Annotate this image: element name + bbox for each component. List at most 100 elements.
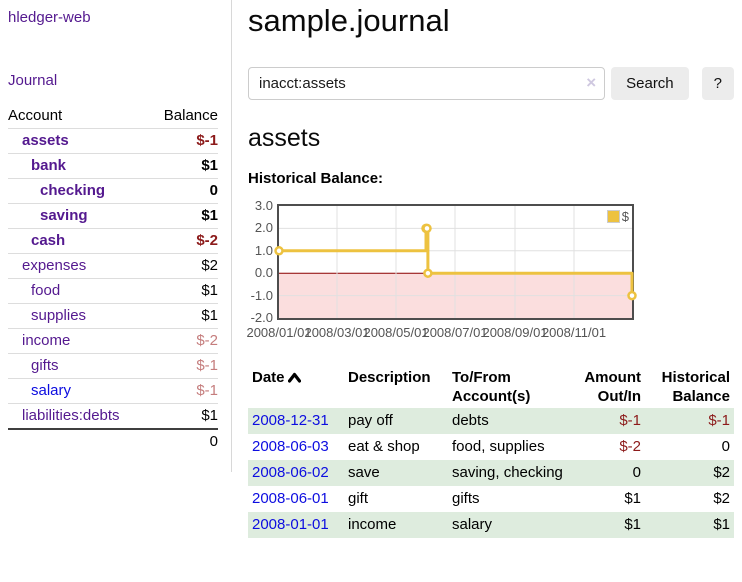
sort-ascending-icon bbox=[287, 372, 301, 383]
transaction-description: eat & shop bbox=[348, 438, 420, 455]
account-balance: $1 bbox=[158, 203, 218, 229]
transaction-row: 2008-06-03 eat & shop food, supplies $-2 0 bbox=[248, 434, 734, 460]
transaction-balance: $2 bbox=[713, 464, 730, 481]
x-axis-label: 2008/03/01 bbox=[304, 325, 370, 340]
account-heading: assets bbox=[248, 124, 321, 152]
account-link[interactable]: gifts bbox=[31, 357, 59, 374]
transaction-amount: $1 bbox=[624, 516, 641, 533]
legend-label: $ bbox=[621, 209, 629, 224]
help-button[interactable]: ? bbox=[701, 67, 734, 100]
column-amount[interactable]: Amount Out/In bbox=[584, 369, 641, 405]
account-row: liabilities:debts $1 bbox=[8, 403, 218, 429]
account-balance: $-2 bbox=[158, 328, 218, 354]
y-axis-label: -2.0 bbox=[250, 310, 273, 325]
chart-series-svg bbox=[274, 206, 637, 318]
transaction-accounts: salary bbox=[452, 516, 493, 533]
transaction-amount: 0 bbox=[632, 464, 641, 481]
account-link[interactable]: income bbox=[22, 332, 71, 349]
y-axis-label: 0.0 bbox=[254, 265, 273, 281]
accounts-table: Account Balance assets $-1 bank $1 checking 0… bbox=[8, 104, 218, 454]
account-row: saving $1 bbox=[8, 203, 218, 229]
account-row: checking 0 bbox=[8, 178, 218, 204]
account-row: income $-2 bbox=[8, 328, 218, 354]
account-link[interactable]: bank bbox=[31, 157, 67, 174]
transaction-date-link[interactable]: 2008-01-01 bbox=[252, 516, 329, 533]
transaction-accounts: saving, checking bbox=[452, 464, 563, 481]
transaction-row: 2008-06-01 gift gifts $1 $2 bbox=[248, 486, 734, 512]
transaction-description: gift bbox=[348, 490, 369, 507]
y-axis-label: 3.0 bbox=[254, 198, 273, 213]
column-date[interactable]: Date bbox=[248, 366, 344, 408]
transaction-description: pay off bbox=[348, 412, 393, 429]
transaction-date-link[interactable]: 2008-06-01 bbox=[252, 490, 329, 507]
column-balance[interactable]: Historical Balance bbox=[661, 369, 730, 405]
account-row: assets $-1 bbox=[8, 128, 218, 154]
account-row: supplies $1 bbox=[8, 303, 218, 329]
y-axis-label: 1.0 bbox=[254, 242, 273, 258]
transaction-balance: $1 bbox=[713, 516, 730, 533]
account-row: food $1 bbox=[8, 278, 218, 304]
historical-balance-chart: $ 3.0 2.0 1.0 0.0 -1.0 -2.0 2008/01/01 2008/03/… bbox=[246, 198, 734, 344]
transaction-row: 2008-12-31 pay off debts $-1 $-1 bbox=[248, 408, 734, 434]
transaction-accounts: food, supplies bbox=[452, 438, 545, 455]
accounts-total-row: 0 bbox=[8, 428, 218, 454]
account-link[interactable]: cash bbox=[31, 232, 66, 249]
search-button[interactable]: Search bbox=[611, 67, 689, 100]
transaction-date-link[interactable]: 2008-12-31 bbox=[252, 412, 329, 429]
search-input[interactable] bbox=[248, 67, 606, 100]
x-axis-label: 2008/01/01 bbox=[246, 325, 312, 340]
x-axis-label: 2008/07/01 bbox=[422, 325, 488, 340]
account-link[interactable]: assets bbox=[22, 132, 69, 149]
transaction-date-link[interactable]: 2008-06-02 bbox=[252, 464, 329, 481]
account-balance: $-2 bbox=[158, 228, 218, 254]
account-link[interactable]: expenses bbox=[22, 257, 87, 274]
account-link[interactable]: food bbox=[31, 282, 61, 299]
transaction-amount: $1 bbox=[624, 490, 641, 507]
transaction-amount: $-1 bbox=[619, 412, 641, 429]
transaction-row: 2008-01-01 income salary $1 $1 bbox=[248, 512, 734, 538]
account-balance: $1 bbox=[158, 153, 218, 179]
y-axis-label: 2.0 bbox=[254, 220, 273, 236]
transaction-accounts: gifts bbox=[452, 490, 480, 507]
account-row: bank $1 bbox=[8, 153, 218, 179]
chart-legend: $ bbox=[606, 209, 629, 224]
brand-link[interactable]: hledger-web bbox=[8, 9, 91, 26]
account-balance: $-1 bbox=[158, 128, 218, 154]
transaction-date-link[interactable]: 2008-06-03 bbox=[252, 438, 329, 455]
column-accounts[interactable]: To/From Account(s) bbox=[452, 369, 531, 405]
account-link[interactable]: checking bbox=[40, 182, 106, 199]
legend-swatch-icon bbox=[606, 210, 620, 223]
register-table: Date Description To/From Account(s) Amou… bbox=[248, 366, 734, 538]
account-balance: $1 bbox=[158, 403, 218, 429]
transaction-accounts: debts bbox=[452, 412, 489, 429]
account-link[interactable]: saving bbox=[40, 207, 88, 224]
transaction-amount: $-2 bbox=[619, 438, 641, 455]
account-balance: 0 bbox=[158, 178, 218, 204]
nav-journal-link[interactable]: Journal bbox=[8, 72, 58, 89]
transaction-description: income bbox=[348, 516, 397, 533]
column-description[interactable]: Description bbox=[348, 369, 431, 386]
page-title: sample.journal bbox=[248, 3, 450, 38]
register-header-row: Date Description To/From Account(s) Amou… bbox=[248, 366, 734, 408]
main-content: sample.journal × Search ? assets Histori… bbox=[233, 0, 742, 538]
y-axis-label: -1.0 bbox=[250, 287, 273, 303]
x-axis-label: 2008/05/01 bbox=[363, 325, 429, 340]
accounts-header-balance: Balance bbox=[163, 107, 218, 124]
account-balance: $-1 bbox=[158, 378, 218, 404]
account-balance: $1 bbox=[158, 278, 218, 304]
account-balance: $2 bbox=[158, 253, 218, 279]
transaction-row: 2008-06-02 save saving, checking 0 $2 bbox=[248, 460, 734, 486]
chart-plot-area[interactable]: $ bbox=[274, 204, 637, 320]
transaction-description: save bbox=[348, 464, 380, 481]
account-balance: $-1 bbox=[158, 353, 218, 379]
clear-search-icon[interactable]: × bbox=[586, 73, 597, 92]
x-axis-label: 2008/09/01 bbox=[482, 325, 548, 340]
account-row: salary $-1 bbox=[8, 378, 218, 404]
account-link[interactable]: supplies bbox=[31, 307, 87, 324]
accounts-header-row: Account Balance bbox=[8, 104, 218, 129]
account-row: gifts $-1 bbox=[8, 353, 218, 379]
account-link[interactable]: salary bbox=[31, 382, 72, 399]
transaction-balance: $2 bbox=[713, 490, 730, 507]
chart-title: Historical Balance: bbox=[248, 170, 384, 187]
account-link[interactable]: liabilities:debts bbox=[22, 407, 120, 424]
